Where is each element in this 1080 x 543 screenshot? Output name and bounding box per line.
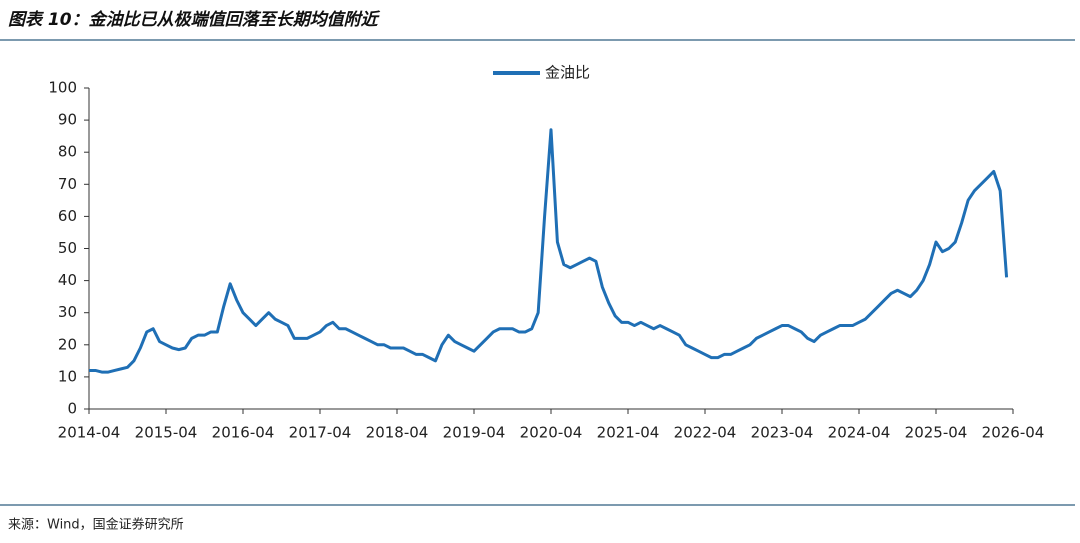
- x-tick-label: 2021-04: [597, 424, 660, 442]
- y-tick-label: 60: [58, 207, 77, 225]
- x-tick-label: 2018-04: [366, 424, 429, 442]
- line-series: [89, 128, 1009, 374]
- y-tick-label: 100: [48, 79, 77, 97]
- x-tick-label: 2016-04: [212, 424, 275, 442]
- y-tick-label: 90: [58, 111, 77, 129]
- x-tick-label: 2014-04: [58, 424, 121, 442]
- source-note: 来源：Wind，国金证券研究所: [8, 517, 184, 533]
- x-tick-label: 2020-04: [520, 424, 583, 442]
- x-tick-label: 2026-04: [982, 424, 1045, 442]
- y-tick-label: 50: [58, 239, 77, 257]
- x-tick-label: 2017-04: [289, 424, 352, 442]
- legend-label: 金油比: [545, 64, 590, 82]
- y-tick-label: 10: [58, 367, 77, 385]
- chart-title: 图表 10：金油比已从极端值回落至长期均值附近: [8, 10, 381, 30]
- y-tick-label: 70: [58, 175, 77, 193]
- x-tick-label: 2015-04: [135, 424, 198, 442]
- y-tick-label: 40: [58, 271, 77, 289]
- x-tick-label: 2022-04: [674, 424, 737, 442]
- x-tick-label: 2025-04: [905, 424, 968, 442]
- x-tick-label: 2023-04: [751, 424, 814, 442]
- y-tick-label: 20: [58, 335, 77, 353]
- y-tick-label: 80: [58, 143, 77, 161]
- y-tick-label: 30: [58, 303, 77, 321]
- x-tick-label: 2024-04: [828, 424, 891, 442]
- x-tick-label: 2019-04: [443, 424, 506, 442]
- y-tick-label: 0: [67, 400, 77, 418]
